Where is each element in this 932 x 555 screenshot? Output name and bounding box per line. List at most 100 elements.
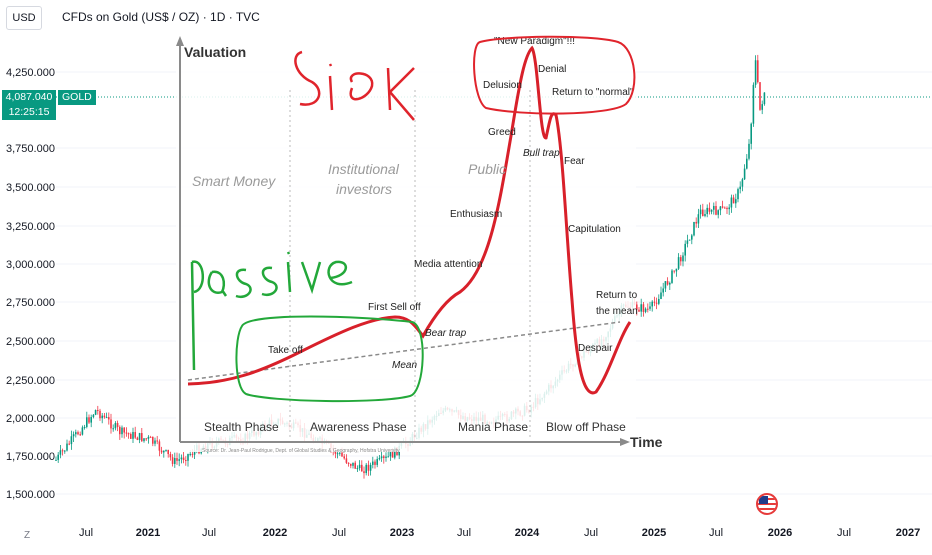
candle-body [121, 427, 123, 435]
time-tick-label: 2024 [515, 527, 540, 539]
candle-body [149, 436, 152, 438]
candle-body [130, 433, 132, 439]
candle-body [92, 414, 95, 418]
candle-body [761, 104, 763, 110]
candle-body [677, 257, 680, 269]
candle-body [682, 255, 684, 262]
price-tick-label: 3,750.000 [6, 143, 55, 155]
candle-body [64, 450, 66, 452]
time-axis[interactable]: Jul 2021 Jul 2022 Jul 2023 Jul 2024 Jul 2025 Jul 20… [79, 527, 920, 539]
candle-body [746, 158, 748, 169]
candle-body [688, 239, 691, 241]
time-label: Time [630, 434, 663, 450]
candle-body [86, 417, 88, 427]
candle-body [724, 207, 726, 209]
candle-body [83, 426, 86, 428]
stage-return-mean: Return to the mean [596, 290, 640, 317]
candle-body [717, 210, 719, 215]
section-smart-money: Smart Money [192, 173, 276, 189]
candle-body [669, 282, 671, 285]
candle-body [385, 456, 387, 458]
candle-body [680, 257, 682, 262]
stage-denial: Denial [538, 64, 566, 75]
candle-body [103, 415, 106, 418]
annotations [190, 35, 636, 403]
candle-body [673, 270, 675, 272]
candle-body [732, 197, 735, 204]
candle-body [647, 308, 649, 310]
candle-body [378, 458, 381, 460]
candle-body [664, 281, 667, 289]
candle-body [94, 410, 97, 415]
candle-body [748, 143, 750, 159]
price-tick-label: 1,500.000 [6, 489, 55, 501]
us-flag-icon[interactable] [756, 493, 778, 515]
candle-body [376, 459, 378, 465]
bar-countdown: 12:25:15 [8, 106, 50, 118]
passive-letter [235, 268, 252, 299]
candle-body [79, 434, 81, 436]
candle-body [165, 449, 167, 451]
stage-fear: Fear [564, 156, 585, 167]
candle-body [660, 292, 662, 299]
overlay-background [176, 32, 636, 452]
candle-body [675, 268, 678, 272]
candle-body [59, 450, 62, 455]
stage-greed: Greed [488, 127, 516, 138]
stage-enthusiasm: Enthusiasm [450, 209, 502, 220]
candle-body [343, 456, 345, 459]
candle-body [127, 433, 130, 435]
candle-body [754, 60, 757, 85]
candle-body [658, 298, 660, 304]
candle-body [750, 123, 752, 144]
candle-body [180, 457, 183, 460]
candle-body [730, 197, 733, 208]
candle-body [138, 433, 141, 440]
candle-body [169, 454, 172, 458]
passive-letter [190, 260, 204, 371]
price-axis[interactable]: 4,250.000 3,750.000 3,500.000 3,250.000 3,00… [6, 67, 55, 501]
candle-body [387, 456, 389, 458]
price-tick-label: 3,250.000 [6, 221, 55, 233]
candle-body [97, 410, 99, 412]
candle-body [759, 82, 761, 110]
candle-body [57, 454, 59, 460]
candle-body [145, 438, 147, 440]
candle-body [141, 433, 143, 442]
candle-body [380, 456, 383, 459]
candle-body [336, 453, 339, 455]
symbol-title[interactable]: CFDs on Gold (US$ / OZ) · 1D · TVC [62, 10, 260, 24]
stage-new-paradigm: "New Paradigm"!!! [494, 36, 575, 47]
candle-body [352, 462, 354, 466]
candle-body [354, 462, 356, 469]
candle-body [136, 437, 139, 440]
candle-body [695, 221, 697, 224]
time-tick-label: Jul [79, 527, 93, 539]
candle-body [189, 453, 191, 455]
candle-body [358, 464, 361, 469]
candle-body [684, 243, 686, 256]
stage-mean: Mean [392, 360, 417, 371]
candle-body [75, 432, 77, 435]
candle-body [691, 235, 693, 240]
candle-body [743, 168, 746, 180]
price-tick-label: 3,000.000 [6, 259, 55, 271]
passive-letter [300, 261, 322, 295]
stage-return-normal: Return to "normal" [552, 87, 634, 98]
currency-selector[interactable]: USD [6, 6, 42, 30]
section-institutional: Institutional investors [328, 161, 403, 197]
candle-body [66, 443, 68, 451]
candle-body [90, 417, 92, 423]
candle-body [653, 301, 656, 303]
candle-body [134, 432, 136, 438]
candle-body [163, 450, 165, 453]
timezone-marker[interactable]: Z [24, 530, 31, 541]
candle-body [105, 417, 108, 419]
candle-body [739, 186, 741, 190]
candle-body [737, 189, 739, 200]
stage-take-off: Take off [268, 345, 303, 356]
candle-body [666, 281, 669, 285]
candle-body [372, 461, 374, 465]
